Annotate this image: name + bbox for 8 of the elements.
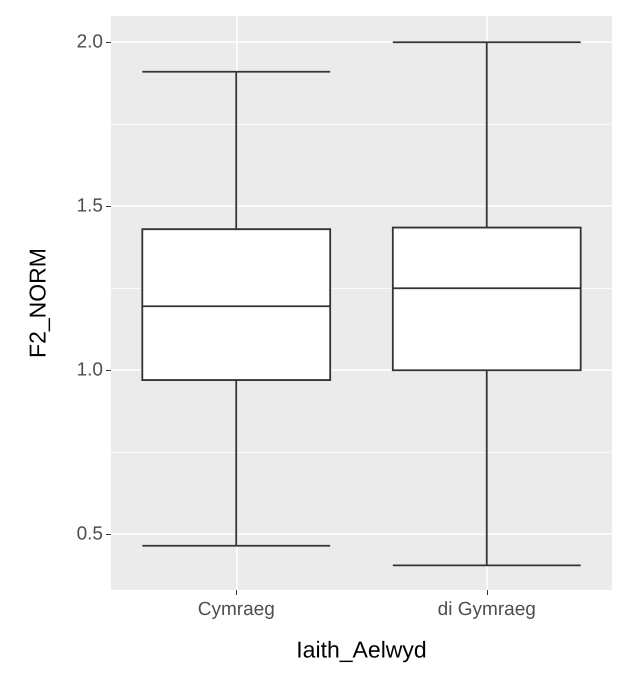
y-axis-title: F2_NORM — [24, 248, 50, 358]
y-tick-label: 0.5 — [76, 524, 103, 545]
x-axis-title: Iaith_Aelwyd — [296, 636, 427, 662]
y-tick-label: 1.0 — [76, 360, 103, 381]
y-tick-label: 2.0 — [76, 32, 103, 53]
x-tick-label: Cymraeg — [198, 599, 275, 620]
x-tick-label: di Gymraeg — [438, 599, 536, 620]
y-tick-label: 1.5 — [76, 196, 103, 217]
